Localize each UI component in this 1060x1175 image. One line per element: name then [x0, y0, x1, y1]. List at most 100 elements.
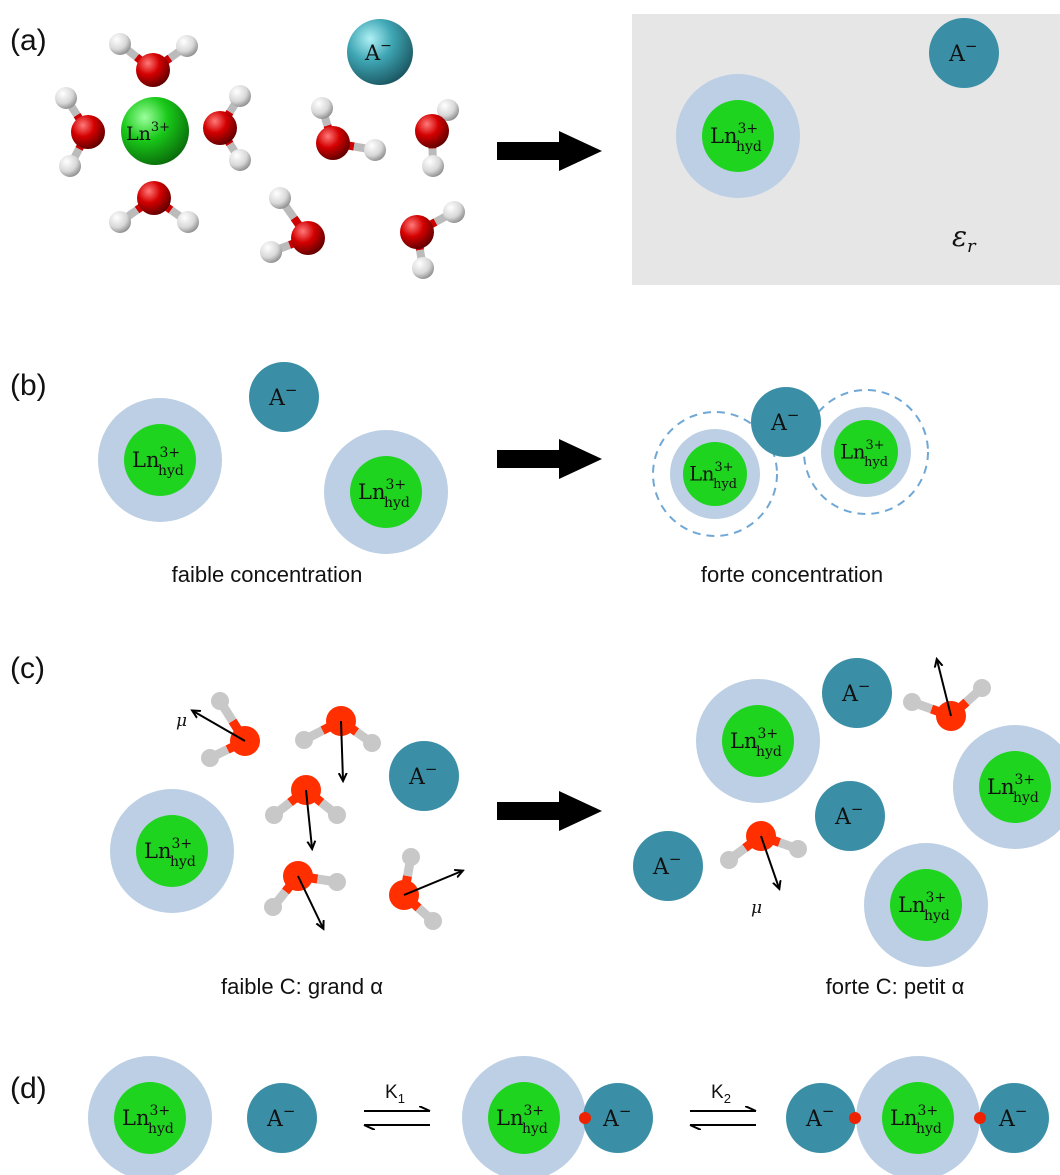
transition-arrow [497, 439, 602, 479]
hydrogen-atom [422, 155, 444, 177]
dipole-arrow [760, 835, 779, 888]
hydrogen-atom [211, 692, 229, 710]
ln-bare-label: Ln3+ [126, 120, 170, 145]
ln-hyd-label: Ln3+ hyd [358, 477, 410, 511]
hydrogen-atom [109, 33, 131, 55]
dipole-arrow [403, 871, 462, 896]
hydrogen-atom [59, 155, 81, 177]
oxygen-atom [400, 215, 434, 249]
anion-label: A− [805, 1102, 834, 1132]
panel-label-a: (a) [10, 24, 47, 57]
dipole-arrow [937, 660, 952, 717]
ln-hyd-label: Ln3+ hyd [710, 121, 762, 155]
dipole-arrow [297, 875, 323, 928]
dashed-shell-boundary [803, 389, 929, 515]
dipole-label-right: μ [751, 898, 762, 918]
hydrated-ion-core [882, 1082, 954, 1154]
equilibrium-constant-k2: K2 [711, 1082, 731, 1106]
anion [633, 831, 703, 901]
anion-label: A− [998, 1102, 1027, 1132]
dipole-arrow [305, 789, 312, 848]
hydrogen-atom [328, 873, 346, 891]
oxygen-atom [415, 114, 449, 148]
anion-bare [347, 19, 413, 85]
hydrated-ion-core [488, 1082, 560, 1154]
hydrogen-atom [55, 87, 77, 109]
hydrated-ion-compressed-core [683, 442, 747, 506]
panel-label-b: (b) [10, 369, 47, 402]
hydrogen-atom [269, 187, 291, 209]
hydrated-ion-core [124, 424, 196, 496]
dipole-label-left: μ [176, 711, 187, 731]
anion [583, 1083, 653, 1153]
anion-label: A− [652, 850, 681, 880]
hydrated-ion-compressed-core [834, 420, 898, 484]
anion-label: A− [408, 760, 437, 790]
hydrogen-atom [437, 99, 459, 121]
hydrogen-atom [443, 201, 465, 223]
hydrogen-atom [412, 257, 434, 279]
ln-hyd-label: Ln3+ hyd [890, 1103, 942, 1137]
anion [751, 387, 821, 457]
equilibrium-constant-k1: K1 [385, 1082, 405, 1106]
anion-bare-label: A− [364, 38, 392, 65]
hydrogen-atom [201, 749, 219, 767]
caption-c-right: forte C: petit α [826, 974, 965, 999]
anion [929, 18, 999, 88]
ln-hyd-label: Ln3+ hyd [898, 890, 950, 924]
anion [247, 1083, 317, 1153]
caption-b-left: faible concentration [172, 562, 363, 587]
anion [786, 1083, 856, 1153]
anion-label: A− [266, 1102, 295, 1132]
anion-label: A− [948, 37, 977, 67]
hydrated-ion-core [890, 869, 962, 941]
hydrogen-atom [176, 35, 198, 57]
anion [389, 741, 459, 811]
hydrogen-atom [363, 734, 381, 752]
hydrogen-atom [265, 806, 283, 824]
hydrogen-atom [177, 211, 199, 233]
hydrogen-atom [364, 139, 386, 161]
anion [822, 658, 892, 728]
hydrogen-atom [720, 851, 738, 869]
oxygen-atom [291, 221, 325, 255]
hydrogen-atom [264, 898, 282, 916]
contact-point [849, 1112, 861, 1124]
ln-hyd-label: Ln3+ hyd [840, 438, 888, 470]
ln-hyd-label: Ln3+ hyd [987, 772, 1039, 806]
hydrogen-atom [789, 840, 807, 858]
epsilon-r-symbol: εr [952, 220, 977, 257]
anion [979, 1083, 1049, 1153]
hydrogen-atom [229, 149, 251, 171]
transition-arrow [497, 131, 602, 171]
ln-hyd-label: Ln3+ hyd [730, 726, 782, 760]
hydrated-ion-core [979, 751, 1051, 823]
oxygen-atom [203, 111, 237, 145]
oxygen-atom [137, 181, 171, 215]
dipole-arrow [193, 711, 246, 742]
hydrated-ion-core [722, 705, 794, 777]
contact-point [579, 1112, 591, 1124]
hydrogen-atom [402, 848, 420, 866]
hydrogen-atom [229, 85, 251, 107]
ln-hyd-label: Ln3+ hyd [689, 460, 737, 492]
dashed-shell-boundary [652, 411, 778, 537]
lanthanide-ion-bare [121, 97, 189, 165]
hydrogen-atom [311, 97, 333, 119]
panel-label-c: (c) [10, 652, 45, 685]
anion-label: A− [841, 677, 870, 707]
anion-label: A− [268, 381, 297, 411]
transition-arrow [497, 791, 602, 831]
contact-point [974, 1112, 986, 1124]
ln-hyd-label: Ln3+ hyd [496, 1103, 548, 1137]
hydrogen-atom [973, 679, 991, 697]
hydrogen-atom [424, 912, 442, 930]
anion [815, 781, 885, 851]
ln-hyd-label: Ln3+ hyd [122, 1103, 174, 1137]
oxygen-atom [71, 115, 105, 149]
caption-b-right: forte concentration [701, 562, 883, 587]
caption-c-left: faible C: grand α [221, 974, 383, 999]
ln-hyd-label: Ln3+ hyd [132, 445, 184, 479]
dipole-arrow [341, 720, 343, 780]
